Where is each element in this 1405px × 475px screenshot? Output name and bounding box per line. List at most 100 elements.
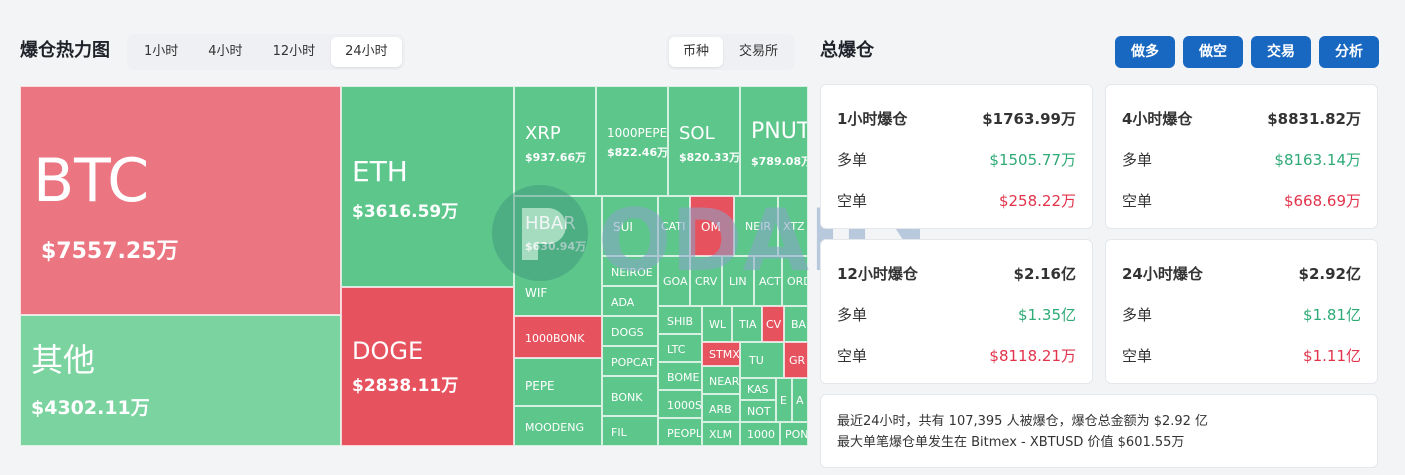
tab-1h[interactable]: 1小时 bbox=[144, 44, 179, 59]
tile-ada[interactable]: ADA bbox=[602, 286, 658, 316]
tile-name: PNUT bbox=[751, 119, 808, 144]
tile-name: PEPE bbox=[525, 379, 555, 393]
tab-by-exchange[interactable]: 交易所 bbox=[739, 44, 779, 59]
tile-xrp[interactable]: XRP $937.66万 bbox=[514, 86, 596, 196]
tile-name: NOT bbox=[747, 405, 771, 418]
tile-name: 1000SA bbox=[667, 399, 702, 412]
analysis-button[interactable]: 分析 bbox=[1319, 36, 1379, 68]
tile-value: $937.66万 bbox=[525, 151, 587, 164]
tile-name-wif: WIF bbox=[525, 286, 548, 300]
tile-name: MOODENG bbox=[525, 421, 584, 434]
tile-name: DOGE bbox=[352, 337, 424, 365]
tile-people[interactable]: PEOPL bbox=[658, 418, 702, 446]
tile-name: 1000BONK bbox=[525, 332, 585, 345]
short-label: 空单 bbox=[837, 347, 868, 365]
tile-name: CRV bbox=[695, 275, 718, 288]
tile-tu[interactable]: TU bbox=[740, 342, 784, 378]
tile-eth[interactable]: ETH $3616.59万 bbox=[341, 86, 514, 287]
short-label: 空单 bbox=[1122, 347, 1153, 365]
tile-stmx[interactable]: STMX bbox=[702, 342, 740, 366]
liquidation-treemap: BTC $7557.25万 其他 $4302.11万 ETH $3616.59万… bbox=[20, 86, 808, 446]
long-button[interactable]: 做多 bbox=[1115, 36, 1175, 68]
tile-sol[interactable]: SOL $820.33万 bbox=[668, 86, 740, 196]
tile-other[interactable]: 其他 $4302.11万 bbox=[20, 315, 341, 446]
trade-button[interactable]: 交易 bbox=[1251, 36, 1311, 68]
tile-fil[interactable]: FIL bbox=[602, 416, 658, 446]
tile-kas[interactable]: KAS bbox=[740, 378, 776, 400]
tile-xtz[interactable]: XTZ bbox=[778, 196, 808, 256]
tile-a[interactable]: A bbox=[792, 378, 808, 422]
tile-goa[interactable]: GOA bbox=[658, 256, 690, 306]
liquidation-summary: 最近24小时，共有 107,395 人被爆仓，爆仓总金额为 $2.92 亿 最大… bbox=[820, 394, 1378, 468]
tile-xlm[interactable]: XLM bbox=[702, 422, 740, 446]
tile-arb[interactable]: ARB bbox=[702, 394, 740, 422]
tile-name: LIN bbox=[729, 275, 747, 288]
tile-moodeng[interactable]: MOODENG bbox=[514, 406, 602, 446]
time-range-tabs: 1小时 4小时 12小时 24小时 bbox=[127, 34, 405, 70]
card-total: $2.16亿 bbox=[1013, 265, 1076, 283]
tile-1000sats[interactable]: 1000SA bbox=[658, 390, 702, 418]
tile-name: PEOPL bbox=[667, 427, 702, 440]
tile-popcat[interactable]: POPCAT bbox=[602, 346, 658, 376]
tile-neiroe[interactable]: NEIROE bbox=[602, 256, 658, 286]
tab-24h[interactable]: 24小时 bbox=[331, 37, 402, 67]
tile-bonk[interactable]: BONK bbox=[602, 376, 658, 416]
tile-tia[interactable]: TIA bbox=[732, 306, 762, 342]
liquidation-card-24h: 24小时爆仓 $2.92亿 多单 $1.81亿 空单 $1.11亿 bbox=[1105, 239, 1378, 384]
tile-name: NEAR bbox=[709, 375, 740, 388]
tile-crv[interactable]: CRV bbox=[690, 256, 722, 306]
tile-name: XTZ bbox=[783, 220, 805, 233]
liquidation-card-1h: 1小时爆仓 $1763.99万 多单 $1505.77万 空单 $258.22万 bbox=[820, 84, 1093, 229]
tile-1000x[interactable]: 1000 bbox=[740, 422, 780, 446]
tile-pnut[interactable]: PNUT $789.08万 bbox=[740, 86, 808, 196]
short-value: $668.69万 bbox=[1283, 192, 1361, 210]
tile-name: HBAR bbox=[525, 213, 576, 234]
tab-12h[interactable]: 12小时 bbox=[272, 44, 316, 59]
short-button[interactable]: 做空 bbox=[1183, 36, 1243, 68]
tile-name: STMX bbox=[709, 348, 740, 361]
short-value: $258.22万 bbox=[998, 192, 1076, 210]
tile-neir[interactable]: NEIR bbox=[734, 196, 778, 256]
tile-name: ARB bbox=[709, 403, 732, 416]
tile-ord[interactable]: ORD bbox=[782, 256, 808, 306]
tile-btc[interactable]: BTC $7557.25万 bbox=[20, 86, 341, 315]
tile-cati[interactable]: CATI bbox=[658, 196, 690, 256]
tile-pon[interactable]: PON bbox=[780, 422, 808, 446]
card-total: $2.92亿 bbox=[1298, 265, 1361, 283]
tile-doge[interactable]: DOGE $2838.11万 bbox=[341, 287, 514, 446]
tile-1000pepe[interactable]: 1000PEPE $822.46万 bbox=[596, 86, 668, 196]
tile-lin[interactable]: LIN bbox=[722, 256, 754, 306]
group-by-tabs: 币种 交易所 bbox=[666, 34, 796, 70]
tile-shib[interactable]: SHIB bbox=[658, 306, 702, 334]
tab-by-coin[interactable]: 币种 bbox=[669, 37, 724, 67]
tile-e[interactable]: E bbox=[776, 378, 792, 422]
tile-cv[interactable]: CV bbox=[762, 306, 784, 342]
long-label: 多单 bbox=[1122, 306, 1153, 324]
tile-1000bonk[interactable]: 1000BONK bbox=[514, 316, 602, 358]
tab-4h[interactable]: 4小时 bbox=[208, 44, 243, 59]
tile-ba[interactable]: BA bbox=[784, 306, 808, 342]
tile-wl[interactable]: WL bbox=[702, 306, 732, 342]
short-value: $1.11亿 bbox=[1303, 347, 1361, 365]
tile-near[interactable]: NEAR bbox=[702, 366, 740, 394]
tile-name: 其他 bbox=[31, 341, 96, 379]
tile-om[interactable]: OM bbox=[690, 196, 734, 256]
tile-ltc[interactable]: LTC bbox=[658, 334, 702, 362]
tile-value: $789.08万 bbox=[751, 155, 808, 168]
long-label: 多单 bbox=[837, 151, 868, 169]
tile-bome[interactable]: BOME bbox=[658, 362, 702, 390]
tile-name: GR bbox=[789, 354, 806, 367]
tile-name: DOGS bbox=[611, 326, 644, 339]
tile-hbar[interactable]: HBAR $630.94万 WIF bbox=[514, 196, 602, 316]
card-label: 1小时爆仓 bbox=[837, 110, 908, 128]
long-value: $1.35亿 bbox=[1018, 306, 1076, 324]
tile-pepe[interactable]: PEPE bbox=[514, 358, 602, 406]
tile-gr[interactable]: GR bbox=[784, 342, 808, 378]
tile-not[interactable]: NOT bbox=[740, 400, 776, 422]
tile-dogs[interactable]: DOGS bbox=[602, 316, 658, 346]
short-label: 空单 bbox=[1122, 192, 1153, 210]
tile-sui[interactable]: SUI bbox=[602, 196, 658, 256]
tile-value: $822.46万 bbox=[607, 146, 668, 159]
tile-act[interactable]: ACT bbox=[754, 256, 782, 306]
heatmap-title: 爆仓热力图 bbox=[20, 40, 110, 61]
